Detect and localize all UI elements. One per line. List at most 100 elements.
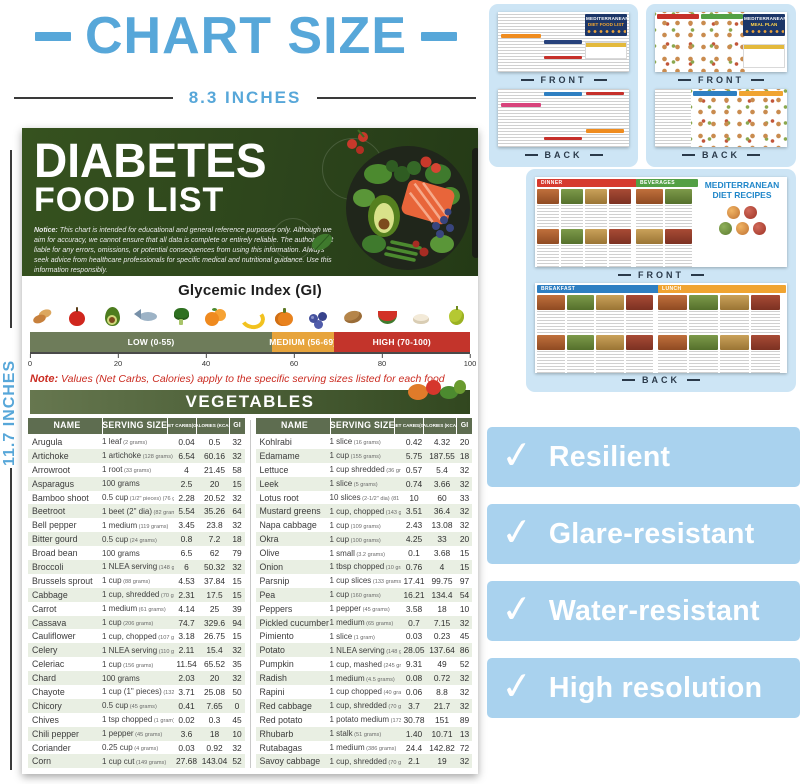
calories: 18 bbox=[209, 728, 220, 739]
table-row: Napa cabbage 1 cup (109 grams) 2.43 13.08 32 bbox=[256, 518, 473, 532]
column-header: GI bbox=[460, 422, 469, 430]
serving-size: 1 medium (65 grams) bbox=[329, 618, 394, 628]
breakfast-section-bar: BREAKFAST bbox=[537, 284, 659, 293]
calories: 143.04 bbox=[201, 756, 228, 767]
poster-header: DIABETES FOOD LIST Notice: This chart is… bbox=[22, 128, 478, 276]
recipe-card-thumb bbox=[537, 189, 559, 227]
axis-tick: 60 bbox=[290, 354, 298, 368]
recipe-card-thumb bbox=[537, 294, 565, 333]
mini-title-block: MEDITERRANEAN MEAL PLAN bbox=[743, 14, 787, 36]
net-carbs: 0.57 bbox=[405, 464, 423, 475]
feature-item: ✓ High resolution bbox=[487, 658, 800, 718]
height-label: 11.7 INCHES bbox=[1, 359, 18, 466]
serving-size: 1 small (3.2 grams) bbox=[329, 548, 386, 558]
table-row: Cauliflower 1 cup, chopped (107 grams) 3.1… bbox=[28, 629, 245, 643]
table-row: Beetroot 1 beet (2" dia) (82 grams) 5.54 35… bbox=[28, 504, 245, 519]
check-icon: ✓ bbox=[498, 585, 536, 633]
breakfast-label: BREAKFAST bbox=[541, 285, 576, 292]
table-row: Leek 1 slice (5 grams) 0.74 3.66 32 bbox=[255, 476, 472, 491]
pepper-icon bbox=[454, 380, 466, 394]
poster-title-line2: FOOD LIST bbox=[34, 181, 225, 219]
recipe-card-thumb bbox=[537, 334, 565, 373]
serving-size: 1 root (33 grams) bbox=[102, 465, 152, 475]
front-text: FRONT bbox=[698, 75, 744, 86]
calories: 25.08 bbox=[204, 686, 225, 697]
food-blob bbox=[727, 205, 740, 219]
net-carbs: 3.45 bbox=[178, 520, 195, 531]
serving-size: 0.5 cup (45 grams) bbox=[102, 701, 157, 711]
net-carbs: 2.31 bbox=[178, 589, 195, 600]
gi-value: 50 bbox=[232, 686, 242, 697]
net-carbs: 0.41 bbox=[178, 700, 195, 711]
table-row: Potato 1 NLEA serving (148 grams)28.05 137… bbox=[255, 643, 472, 658]
width-measurement: 8.3 INCHES bbox=[14, 88, 476, 108]
food-name: Red potato bbox=[259, 714, 303, 725]
calories: 3.66 bbox=[433, 478, 451, 489]
table-row: Radish 1 medium (4.5 grams) 0.08 0.72 32 bbox=[255, 671, 472, 686]
serving-size: 1 cup cut (149 grams) bbox=[102, 756, 167, 766]
calories: 25 bbox=[209, 603, 220, 614]
almonds-icon bbox=[32, 305, 55, 328]
pumpkin-icon bbox=[408, 384, 428, 400]
feature-item: ✓ Resilient bbox=[487, 427, 800, 487]
net-carbs: 24.4 bbox=[405, 742, 423, 753]
front-label: FRONT bbox=[498, 72, 629, 89]
net-carbs: 3.51 bbox=[405, 506, 423, 517]
thumb-front-diet-food-list: MEDITERRANEAN DIET FOOD LIST bbox=[498, 12, 629, 72]
food-name: Bell pepper bbox=[32, 520, 77, 531]
net-carbs: 2.43 bbox=[405, 520, 423, 531]
column-header: CALORIES (KCAL) bbox=[424, 418, 457, 434]
calories: 17.5 bbox=[206, 589, 223, 600]
serving-size: 1 NLEA serving (148 grams) bbox=[102, 562, 174, 572]
mini-section-bar bbox=[544, 40, 582, 44]
gi-value: 32 bbox=[459, 506, 470, 517]
calories: 21.45 bbox=[204, 464, 225, 475]
net-carbs: 0.74 bbox=[405, 478, 423, 489]
calories: 329.6 bbox=[204, 617, 225, 628]
serving-size: 1 cup (1" pieces) (132 grams) bbox=[102, 687, 174, 697]
calories: 151 bbox=[435, 714, 449, 725]
net-carbs: 30.78 bbox=[403, 714, 425, 725]
net-carbs: 0.03 bbox=[405, 631, 423, 642]
gi-value: 52 bbox=[232, 756, 242, 767]
net-carbs: 2.11 bbox=[178, 645, 195, 656]
column-header: NET CARBS(G) bbox=[168, 418, 197, 434]
gi-value: 45 bbox=[459, 631, 470, 642]
table-row: Coriander 0.25 cup (4 grams) 0.03 0.92 32 bbox=[28, 741, 245, 755]
gi-value: 18 bbox=[232, 534, 242, 545]
recipe-grid bbox=[636, 189, 694, 267]
recipes-title-line2: DIET RECIPES bbox=[712, 189, 772, 200]
recipe-card-thumb bbox=[596, 294, 624, 333]
net-carbs: 11.54 bbox=[176, 659, 197, 670]
food-name: Edamame bbox=[259, 450, 300, 461]
measure-line-bottom bbox=[10, 468, 12, 770]
back-label: BACK bbox=[498, 147, 629, 164]
gi-value: 20 bbox=[459, 436, 470, 447]
recipe-card-thumb bbox=[561, 189, 583, 227]
mini-title-block: MEDITERRANEAN DIET FOOD LIST bbox=[585, 14, 629, 36]
food-name: Broad bean bbox=[32, 548, 78, 559]
calories: 19 bbox=[437, 756, 447, 767]
gi-value: 32 bbox=[459, 673, 470, 684]
food-name: Potato bbox=[259, 645, 285, 656]
net-carbs: 4.25 bbox=[405, 534, 423, 545]
calories: 65.52 bbox=[204, 659, 225, 670]
net-carbs: 0.06 bbox=[405, 686, 423, 697]
gi-value: 15 bbox=[232, 631, 242, 642]
table-row: Celery 1 NLEA serving (110 grams) 2.11 15.4… bbox=[28, 643, 245, 658]
food-name: Mustard greens bbox=[259, 506, 321, 517]
front-text: FRONT bbox=[540, 75, 587, 86]
gi-segment-label: MEDIUM (56-69) bbox=[269, 337, 337, 347]
food-name: Kohlrabi bbox=[259, 436, 292, 447]
gi-value: 72 bbox=[459, 742, 470, 753]
gi-value: 32 bbox=[459, 686, 470, 697]
calories: 0.92 bbox=[206, 742, 223, 753]
serving-size: 1 cup (206 grams) bbox=[102, 618, 154, 628]
calories: 18 bbox=[437, 603, 447, 614]
table-row: Mustard greens 1 cup, chopped (143 grams)… bbox=[255, 504, 472, 519]
poster-title-block: DIABETES FOOD LIST Notice: This chart is… bbox=[34, 136, 334, 276]
back-text: BACK bbox=[544, 149, 583, 160]
